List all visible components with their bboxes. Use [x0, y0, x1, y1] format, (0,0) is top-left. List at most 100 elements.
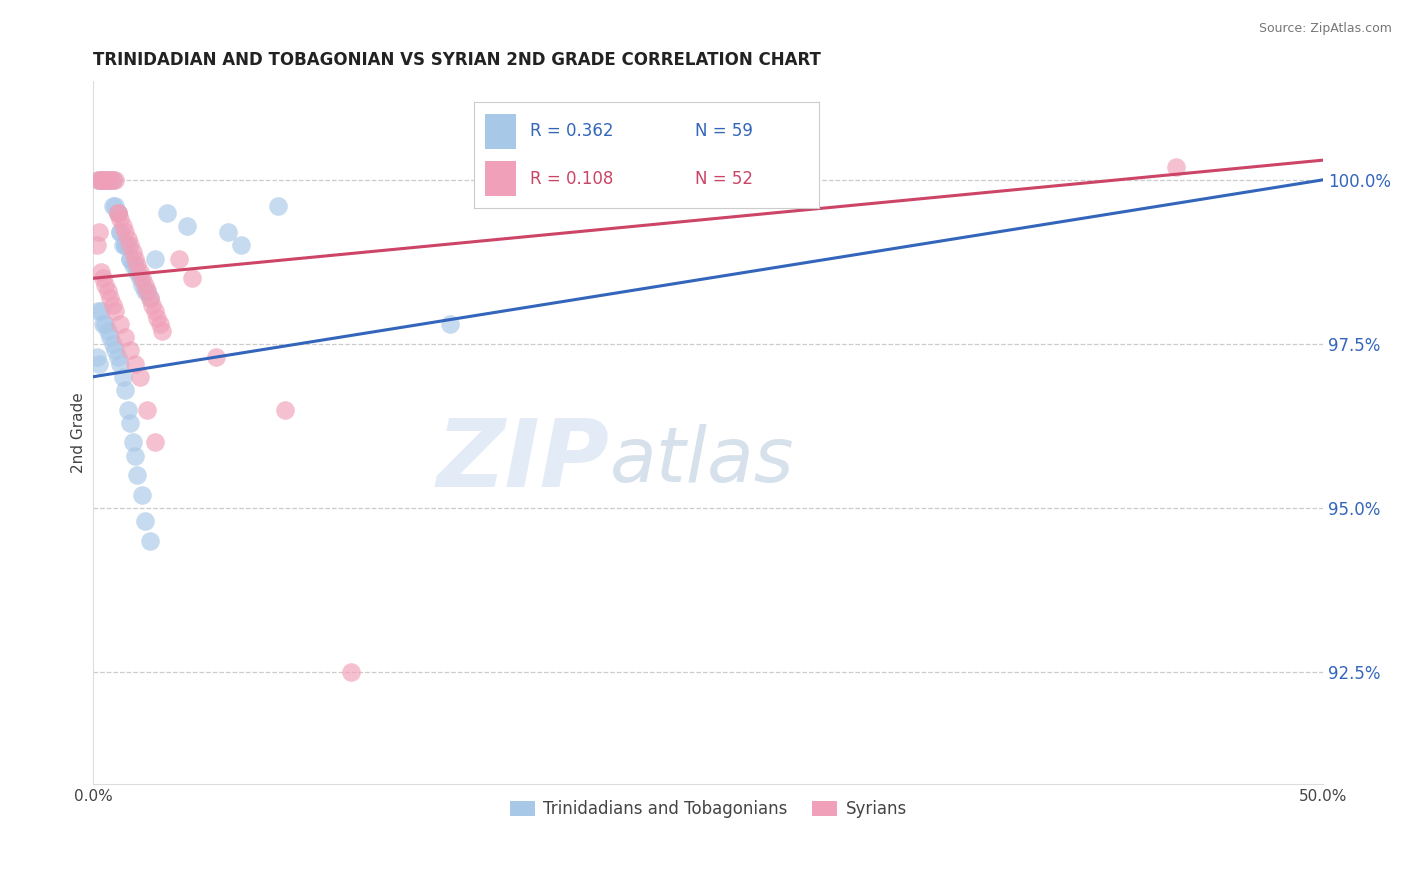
Point — [86, 238, 108, 252]
Point — [274, 402, 297, 417]
Point — [131, 277, 153, 292]
Text: Source: ZipAtlas.com: Source: ZipAtlas.com — [1258, 22, 1392, 36]
Point — [114, 383, 136, 397]
Point — [124, 258, 146, 272]
Point — [110, 357, 132, 371]
Point — [111, 238, 134, 252]
Point — [124, 449, 146, 463]
Point — [266, 199, 288, 213]
Point — [111, 369, 134, 384]
Point — [91, 271, 114, 285]
Point — [87, 304, 110, 318]
Point — [134, 277, 156, 292]
Point — [110, 317, 132, 331]
Point — [90, 265, 112, 279]
Point — [136, 402, 159, 417]
Point — [100, 330, 122, 344]
Point — [120, 238, 142, 252]
Text: ZIP: ZIP — [437, 415, 610, 507]
Point — [143, 252, 166, 266]
Point — [86, 350, 108, 364]
Point — [176, 219, 198, 233]
Point — [139, 291, 162, 305]
Point — [110, 212, 132, 227]
Point — [205, 350, 228, 364]
Point — [229, 238, 252, 252]
Point — [169, 252, 191, 266]
Point — [114, 330, 136, 344]
Point — [90, 173, 112, 187]
Point — [1164, 160, 1187, 174]
Point — [97, 285, 120, 299]
Point — [97, 173, 120, 187]
Y-axis label: 2nd Grade: 2nd Grade — [72, 392, 86, 473]
Point — [107, 205, 129, 219]
Point — [101, 297, 124, 311]
Point — [124, 357, 146, 371]
Point — [91, 317, 114, 331]
Point — [107, 350, 129, 364]
Point — [91, 173, 114, 187]
Point — [120, 252, 142, 266]
Point — [111, 219, 134, 233]
Legend: Trinidadians and Tobagonians, Syrians: Trinidadians and Tobagonians, Syrians — [503, 793, 914, 824]
Point — [129, 271, 152, 285]
Point — [134, 514, 156, 528]
Point — [94, 173, 117, 187]
Point — [127, 258, 149, 272]
Point — [149, 317, 172, 331]
Point — [218, 225, 240, 239]
Point — [101, 173, 124, 187]
Point — [127, 265, 149, 279]
Point — [136, 285, 159, 299]
Point — [117, 232, 139, 246]
Point — [129, 369, 152, 384]
Point — [114, 225, 136, 239]
Point — [104, 304, 127, 318]
Point — [180, 271, 202, 285]
Point — [139, 533, 162, 548]
Point — [139, 291, 162, 305]
Point — [90, 304, 112, 318]
Point — [101, 199, 124, 213]
Point — [90, 173, 112, 187]
Point — [107, 205, 129, 219]
Point — [127, 468, 149, 483]
Point — [104, 343, 127, 358]
Point — [97, 173, 120, 187]
Point — [94, 277, 117, 292]
Point — [90, 173, 112, 187]
Point — [94, 173, 117, 187]
Point — [107, 205, 129, 219]
Point — [90, 173, 112, 187]
Point — [104, 199, 127, 213]
Point — [110, 225, 132, 239]
Point — [114, 238, 136, 252]
Point — [107, 205, 129, 219]
Point — [131, 271, 153, 285]
Point — [94, 173, 117, 187]
Point — [91, 173, 114, 187]
Point — [97, 324, 120, 338]
Point — [131, 488, 153, 502]
Point — [143, 304, 166, 318]
Point — [340, 665, 363, 680]
Point — [121, 258, 143, 272]
Point — [100, 173, 122, 187]
Point — [94, 173, 117, 187]
Point — [117, 402, 139, 417]
Point — [89, 357, 111, 371]
Point — [87, 173, 110, 187]
Point — [150, 324, 173, 338]
Point — [87, 173, 110, 187]
Point — [134, 285, 156, 299]
Point — [143, 435, 166, 450]
Point — [120, 252, 142, 266]
Point — [124, 252, 146, 266]
Point — [89, 225, 111, 239]
Point — [146, 310, 169, 325]
Point — [141, 297, 163, 311]
Point — [121, 435, 143, 450]
Point — [136, 285, 159, 299]
Point — [120, 416, 142, 430]
